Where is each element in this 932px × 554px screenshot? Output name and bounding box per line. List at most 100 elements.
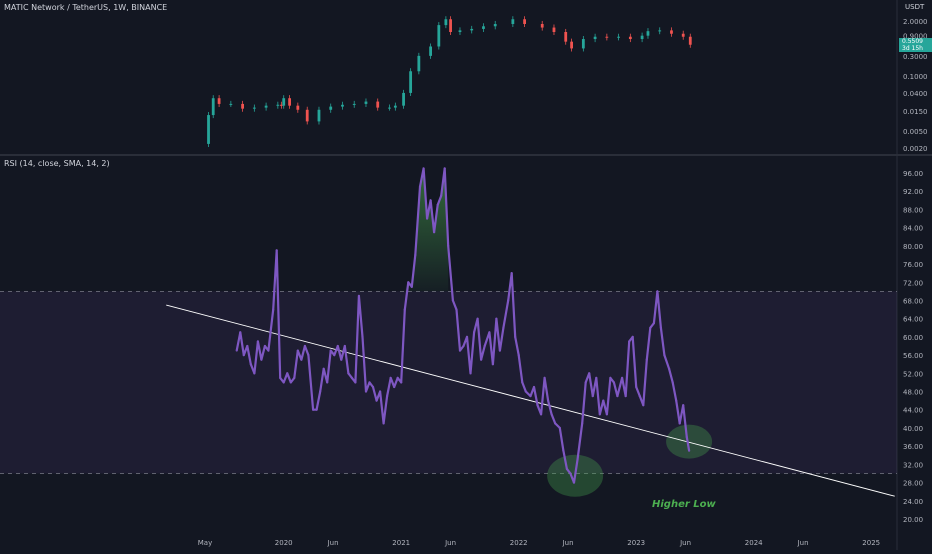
rsi-point-81	[529, 394, 532, 398]
x-tick-label: 2022	[510, 539, 528, 547]
candle-26	[437, 25, 441, 47]
candle-21	[393, 105, 397, 108]
rsi-point-53	[425, 217, 429, 220]
x-tick-label: 2020	[275, 539, 293, 547]
rsi-point-7	[260, 358, 263, 361]
rsi-point-28	[336, 344, 339, 348]
rsi-point-45	[396, 376, 399, 379]
candle-1	[207, 115, 210, 144]
rsi-tick-label: 84.00	[903, 225, 923, 233]
rsi-point-55	[433, 231, 436, 234]
candle-16	[341, 104, 344, 107]
rsi-point-67	[476, 317, 479, 320]
rsi-point-41	[382, 422, 385, 425]
rsi-point-124	[685, 435, 688, 439]
rsi-point-69	[483, 344, 486, 348]
rsi-point-77	[514, 335, 517, 338]
rsi-point-51	[418, 185, 422, 188]
candle-45	[646, 31, 650, 36]
candle-24	[417, 55, 421, 72]
rsi-point-65	[469, 372, 472, 375]
candle-39	[581, 39, 585, 49]
rsi-point-98	[591, 394, 594, 398]
rsi-point-112	[642, 404, 645, 407]
candle-22	[402, 92, 405, 106]
rsi-tick-label: 88.00	[903, 206, 923, 214]
x-tick-label: 2023	[627, 539, 645, 547]
candle-41	[605, 36, 609, 38]
rsi-point-96	[584, 381, 587, 384]
price-tick-label: 0.0150	[903, 108, 928, 116]
price-tick-label: 0.9000	[903, 33, 928, 41]
rsi-point-123	[682, 404, 685, 407]
rsi-point-21	[312, 408, 315, 411]
rsi-tick-label: 52.00	[903, 370, 923, 378]
candle-48	[681, 33, 685, 37]
rsi-point-121	[675, 399, 678, 402]
rsi-point-78	[517, 354, 520, 357]
candle-40	[593, 36, 597, 40]
bar-countdown: 3d 15h	[902, 45, 923, 52]
rsi-point-95	[581, 422, 584, 425]
candle-7	[264, 105, 268, 108]
rsi-point-32	[350, 376, 353, 379]
price-tick-label: 0.0400	[903, 90, 928, 98]
candle-28	[449, 19, 452, 32]
rsi-point-106	[621, 376, 624, 379]
rsi-point-66	[472, 331, 476, 334]
candle-33	[511, 19, 515, 24]
candle-47	[670, 30, 673, 34]
rsi-point-109	[631, 335, 634, 338]
rsi-point-61	[455, 308, 458, 311]
rsi-point-122	[678, 422, 681, 425]
candle-20	[388, 107, 391, 109]
rsi-point-119	[668, 367, 671, 370]
rsi-point-49	[410, 285, 413, 288]
candle-44	[640, 35, 644, 40]
rsi-point-79	[521, 381, 524, 384]
candle-9	[279, 104, 283, 106]
rsi-point-99	[595, 376, 598, 379]
rsi-point-74	[502, 326, 505, 329]
rsi-point-23	[319, 390, 322, 393]
rsi-point-17	[296, 349, 299, 352]
rsi-tick-label: 36.00	[903, 443, 923, 451]
candle-42	[617, 36, 620, 38]
rsi-point-43	[389, 376, 392, 379]
rsi-point-16	[293, 376, 296, 379]
rsi-point-116	[656, 290, 659, 293]
rsi-point-2	[242, 354, 245, 357]
rsi-tick-label: 44.00	[903, 407, 923, 415]
rsi-tick-label: 96.00	[903, 170, 923, 178]
rsi-point-30	[343, 344, 346, 348]
highlight-circle-1	[666, 424, 713, 459]
rsi-point-76	[510, 272, 513, 275]
candle-8	[276, 104, 280, 106]
rsi-point-94	[576, 458, 579, 461]
rsi-point-26	[329, 349, 332, 352]
candle-38	[570, 41, 573, 49]
rsi-point-114	[649, 326, 652, 329]
candle-18	[364, 101, 368, 104]
rsi-point-52	[422, 167, 425, 170]
price-tick-label: 0.3000	[903, 53, 928, 61]
candle-30	[470, 28, 474, 31]
candle-13	[305, 109, 309, 122]
candle-35	[540, 23, 544, 28]
rsi-point-117	[659, 326, 663, 329]
candle-23	[409, 71, 413, 93]
rsi-point-73	[498, 349, 502, 352]
price-tick-label: 0.0050	[903, 128, 928, 136]
price-tick-label: 0.1000	[903, 73, 928, 81]
rsi-point-25	[326, 381, 329, 384]
rsi-point-22	[315, 408, 318, 411]
rsi-point-71	[491, 363, 494, 366]
rsi-point-102	[605, 413, 608, 416]
candle-11	[288, 98, 291, 106]
rsi-point-97	[588, 372, 591, 375]
rsi-title: RSI (14, close, SMA, 14, 2)	[4, 159, 110, 168]
rsi-point-40	[378, 390, 382, 393]
rsi-point-115	[652, 322, 655, 325]
rsi-point-14	[286, 372, 289, 375]
